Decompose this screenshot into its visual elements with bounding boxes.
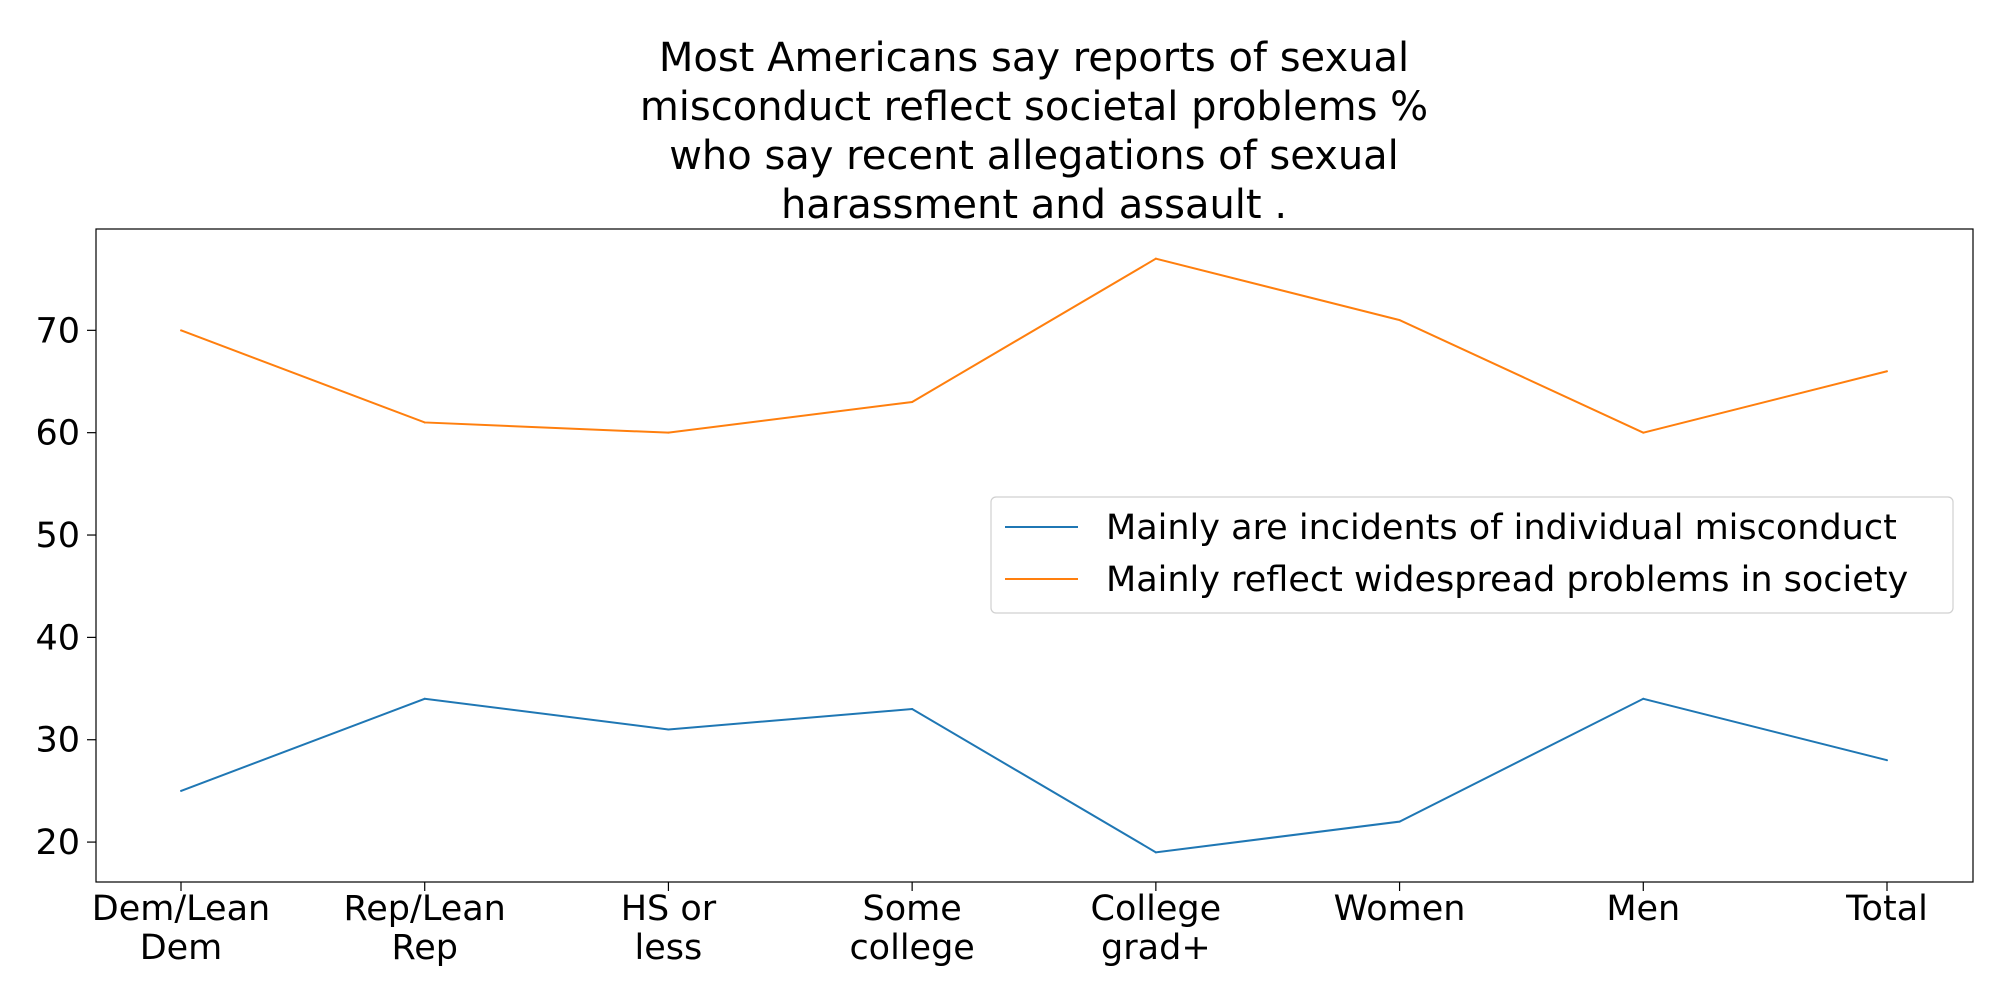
x-tick-label-line: Total (1845, 889, 1928, 929)
x-tick-label: Total (1845, 889, 1928, 929)
x-tick-label-line: Dem (140, 928, 223, 968)
chart-title-line: Most Americans say reports of sexual (659, 35, 1409, 81)
y-tick-label: 20 (35, 823, 80, 863)
y-axis: 20 30 40 50 60 70 (35, 311, 96, 863)
chart-title-line: who say recent allegations of sexual (669, 133, 1399, 179)
series-line-2 (180, 257, 1888, 434)
data-point (423, 697, 426, 700)
legend: Mainly are incidents of individual misco… (990, 496, 1954, 614)
y-tick-label: 40 (35, 618, 80, 658)
x-tick-label-line: grad+ (1101, 928, 1211, 968)
plot-area (95, 228, 1974, 883)
x-tick-label: Rep/Lean Rep (344, 889, 506, 968)
x-tick-label-line: Rep (391, 928, 458, 968)
data-point (1154, 851, 1157, 854)
x-tick-label-line: Dem/Lean (92, 889, 270, 929)
x-tick-label: Men (1606, 889, 1680, 929)
chart-title-line: misconduct reflect societal problems % (640, 84, 1428, 130)
legend-box (990, 496, 1954, 614)
data-point (180, 329, 182, 332)
y-tick-label: 30 (35, 721, 80, 761)
x-tick-label-line: college (849, 928, 974, 968)
x-tick-label-line: Men (1606, 889, 1680, 929)
x-tick-label-line: College (1091, 889, 1222, 929)
x-tick-label-line: Rep/Lean (344, 889, 506, 929)
x-tick-label: Dem/Lean Dem (92, 889, 270, 968)
x-tick-label-line: HS or (621, 889, 717, 929)
x-tick-label: Women (1334, 889, 1466, 929)
data-point (180, 789, 182, 792)
x-tick-label: HS or less (621, 889, 717, 968)
data-point (1886, 759, 1888, 762)
x-tick-label-line: Women (1334, 889, 1466, 929)
data-point (911, 400, 914, 403)
x-tick-label: Some college (849, 889, 974, 968)
data-point (667, 728, 670, 731)
data-point (1398, 319, 1401, 322)
data-point (1642, 431, 1645, 434)
chart-title: Most Americans say reports of sexualmisc… (640, 35, 1428, 228)
data-point (1642, 697, 1645, 700)
legend-label: Mainly reflect widespread problems in so… (1106, 560, 1908, 600)
data-point (1398, 820, 1401, 823)
x-tick-label-line: less (635, 928, 703, 968)
series-line-1 (180, 697, 1888, 854)
data-point (667, 431, 670, 434)
series-lines (180, 257, 1888, 854)
y-tick-label: 70 (35, 311, 80, 351)
data-point (1886, 370, 1888, 373)
x-tick-label: College grad+ (1091, 889, 1222, 968)
data-point (1154, 257, 1157, 260)
legend-label: Mainly are incidents of individual misco… (1106, 508, 1897, 548)
y-tick-label: 50 (35, 516, 80, 556)
x-tick-label-line: Some (863, 889, 962, 929)
data-point (911, 708, 914, 711)
x-axis: Dem/Lean Dem Rep/Lean Rep HS or less Some colle… (92, 882, 1928, 968)
y-tick-label: 60 (35, 414, 80, 454)
chart-title-line: harassment and assault . (781, 182, 1287, 228)
data-point (423, 421, 426, 424)
